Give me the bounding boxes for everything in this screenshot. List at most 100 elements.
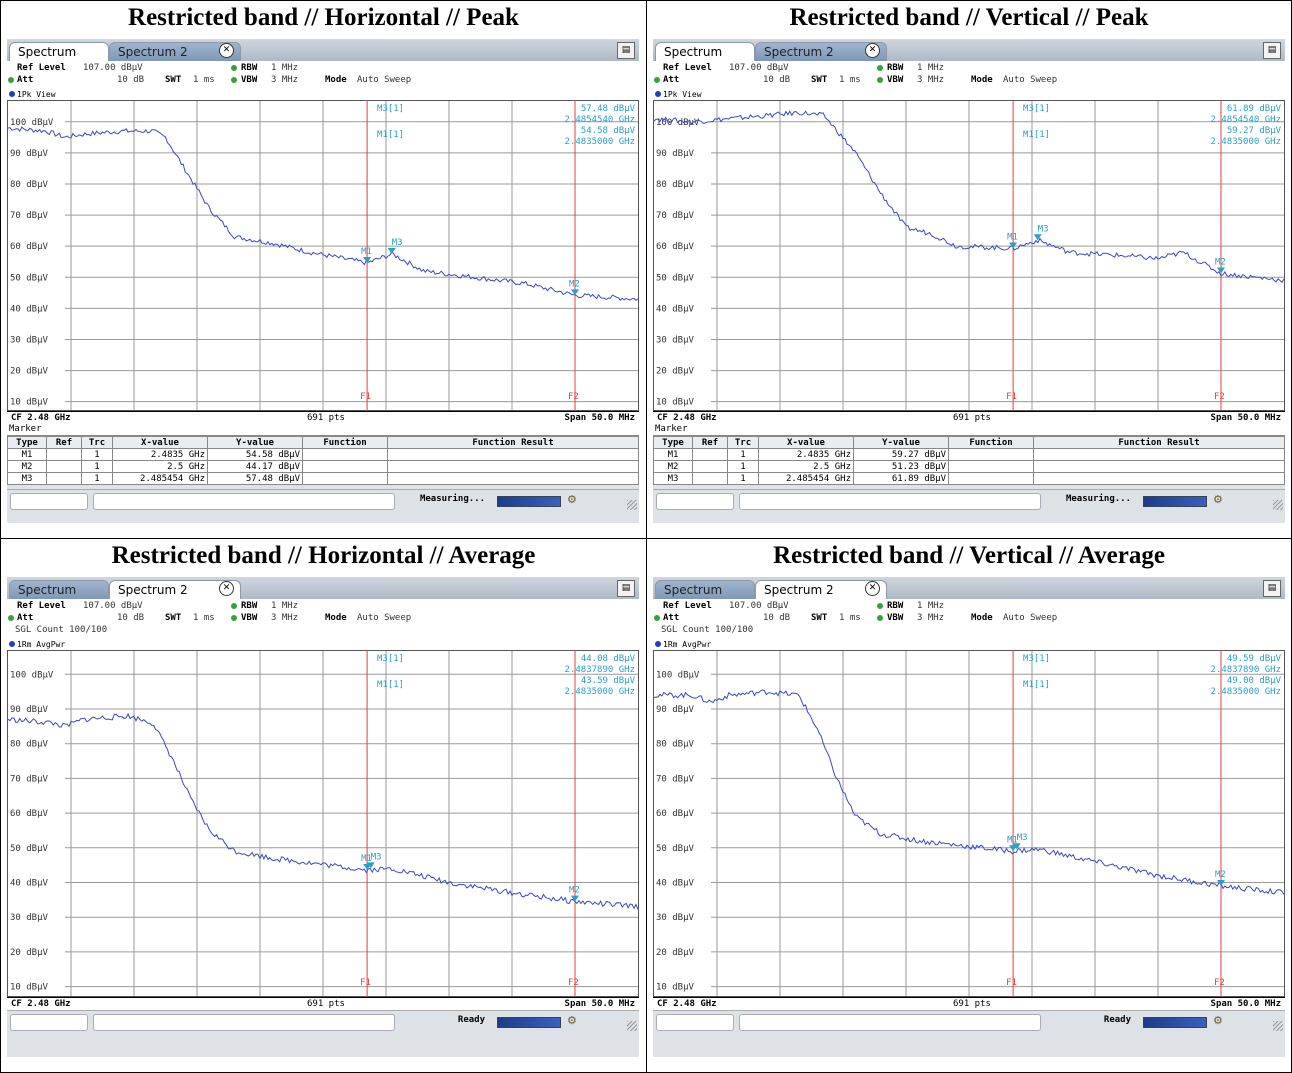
tab-spectrum[interactable]: Spectrum (9, 42, 109, 61)
spectrum-plot: 10 dBµV 20 dBµV 30 dBµV 40 dBµV 50 dBµV 60 dB… (7, 100, 639, 411)
swt-value: 1 ms (193, 75, 215, 85)
readout-marker-freq: 2.4835000 GHz (565, 137, 635, 147)
y-tick-label: 40 dBµV (656, 878, 695, 888)
marker-m3 (1012, 843, 1021, 850)
y-tick-label: 100 dBµV (656, 670, 700, 680)
vbw-coupled-icon (877, 615, 883, 621)
table-cell: 1 (727, 460, 759, 473)
window-menu-icon[interactable]: ▤ (1263, 42, 1281, 59)
tab-spectrum-2[interactable]: Spectrum 2 (755, 42, 887, 61)
frequency-line-label: F1 (360, 978, 371, 988)
table-row: M1 1 2.4835 GHz 54.58 dBµV (7, 448, 639, 461)
readout-marker-freq: 2.4837890 GHz (1211, 665, 1281, 675)
panel-horizontal-peak: Restricted band // Horizontal // Peak Spe… (0, 0, 647, 539)
tab-spectrum[interactable]: Spectrum (655, 42, 755, 61)
spectrum-plot: 10 dBµV 20 dBµV 30 dBµV 40 dBµV 50 dBµV 60 dB… (653, 100, 1285, 411)
plot-frame (7, 100, 639, 411)
marker-table-header: Type Ref Trc X-value Y-value Function Function… (7, 436, 639, 449)
panel-vertical-peak: Restricted band // Vertical // Peak Spect… (646, 0, 1292, 539)
status-field-2[interactable] (93, 493, 395, 510)
y-tick-label: 30 dBµV (10, 335, 49, 345)
center-frequency: CF 2.48 GHz (657, 999, 717, 1009)
marker-label: M1 (1007, 835, 1018, 845)
mode-label: Mode (971, 75, 993, 85)
vbw-value: 3 MHz (271, 75, 299, 85)
readout-marker-value: 54.58 dBµV (581, 126, 636, 136)
tab-spectrum-2[interactable]: Spectrum 2 (755, 580, 887, 599)
swt-label: SWT (811, 613, 828, 623)
instrument-logo-icon: ⚙ (1213, 493, 1223, 506)
status-field-2[interactable] (739, 493, 1041, 510)
window-menu-icon[interactable]: ▤ (1263, 580, 1281, 597)
att-label: Att (663, 613, 680, 623)
status-field-2[interactable] (739, 1014, 1041, 1031)
rbw-coupled-icon (231, 603, 237, 609)
panel-vertical-average: Restricted band // Vertical // Average Sp… (646, 538, 1292, 1073)
progress-bar (497, 496, 561, 507)
close-icon[interactable]: ✕ (865, 43, 880, 58)
tab-spectrum[interactable]: Spectrum (9, 580, 109, 599)
readout-marker-name: M1[1] (1023, 680, 1050, 690)
resize-grip-icon[interactable] (1273, 1021, 1283, 1031)
status-bar: Ready ⚙ (7, 1010, 639, 1033)
settings-row-1: Ref Level 107.00 dBµV RBW 1 MHz (7, 600, 639, 613)
instrument-logo-icon: ⚙ (567, 493, 577, 506)
marker-m3 (366, 862, 375, 869)
plot-footer: CF 2.48 GHz 691 pts Span 50.0 MHz (653, 411, 1285, 424)
vbw-coupled-icon (877, 77, 883, 83)
sweep-points: 691 pts (953, 999, 991, 1009)
span-value: Span 50.0 MHz (1210, 999, 1281, 1009)
settings-row-2: Att 10 dB SWT 1 ms VBW 3 MHz Mode Auto Sweep (7, 612, 639, 625)
marker-m1 (1009, 242, 1018, 249)
status-field-1[interactable] (656, 1014, 734, 1031)
settings-row-2: Att 10 dB SWT 1 ms VBW 3 MHz Mode Auto Sweep (653, 612, 1285, 625)
y-tick-label: 20 dBµV (656, 948, 695, 958)
tab-bar: Spectrum Spectrum 2 ✕ ▤ (653, 39, 1285, 61)
mode-value: Auto Sweep (1003, 613, 1058, 623)
y-tick-label: 80 dBµV (10, 180, 49, 190)
panel-horizontal-average: Restricted band // Horizontal // Average… (0, 538, 647, 1073)
y-tick-label: 80 dBµV (10, 740, 49, 750)
readout-marker-value: 43.59 dBµV (581, 676, 636, 686)
table-cell: 2.485454 GHz (758, 472, 854, 485)
readout-marker-freq: 2.4854540 GHz (1211, 115, 1281, 125)
att-label: Att (17, 75, 34, 85)
vbw-label: VBW (887, 75, 904, 85)
y-tick-label: 40 dBµV (10, 304, 49, 314)
att-label: Att (663, 75, 680, 85)
resize-grip-icon[interactable] (627, 1021, 637, 1031)
frequency-line-label: F2 (1214, 978, 1225, 988)
tab-spectrum-2[interactable]: Spectrum 2 (109, 580, 241, 599)
resize-grip-icon[interactable] (627, 500, 637, 510)
table-row: M3 1 2.485454 GHz 61.89 dBµV (653, 472, 1285, 485)
table-cell (948, 448, 1034, 461)
table-cell: 51.23 dBµV (853, 460, 949, 473)
readout-marker-freq: 2.4835000 GHz (565, 687, 635, 697)
resize-grip-icon[interactable] (1273, 500, 1283, 510)
status-field-1[interactable] (10, 1014, 88, 1031)
frequency-line-label: F2 (568, 392, 579, 402)
frequency-line-label: F1 (1006, 978, 1017, 988)
status-field-1[interactable] (10, 493, 88, 510)
settings-panel: Ref Level 107.00 dBµV RBW 1 MHz Att 10 dB SWT 1… (653, 61, 1285, 89)
tab-spectrum-2[interactable]: Spectrum 2 (109, 42, 241, 61)
status-field-1[interactable] (656, 493, 734, 510)
readout-marker-name: M1[1] (377, 680, 404, 690)
rbw-label: RBW (887, 63, 904, 73)
tab-spectrum[interactable]: Spectrum (655, 580, 755, 599)
rbw-coupled-icon (231, 65, 237, 71)
att-label: Att (17, 613, 34, 623)
close-icon[interactable]: ✕ (219, 43, 234, 58)
window-menu-icon[interactable]: ▤ (617, 42, 635, 59)
table-cell: 61.89 dBµV (853, 472, 949, 485)
window-menu-icon[interactable]: ▤ (617, 580, 635, 597)
vbw-value: 3 MHz (917, 75, 945, 85)
status-field-2[interactable] (93, 1014, 395, 1031)
close-icon[interactable]: ✕ (219, 581, 234, 596)
marker-label: M3 (371, 852, 382, 862)
sweep-points: 691 pts (953, 413, 991, 423)
sgl-count: SGL Count 100/100 (15, 625, 108, 635)
marker-m3 (1033, 234, 1042, 241)
table-cell: 2.5 GHz (112, 460, 208, 473)
close-icon[interactable]: ✕ (865, 581, 880, 596)
